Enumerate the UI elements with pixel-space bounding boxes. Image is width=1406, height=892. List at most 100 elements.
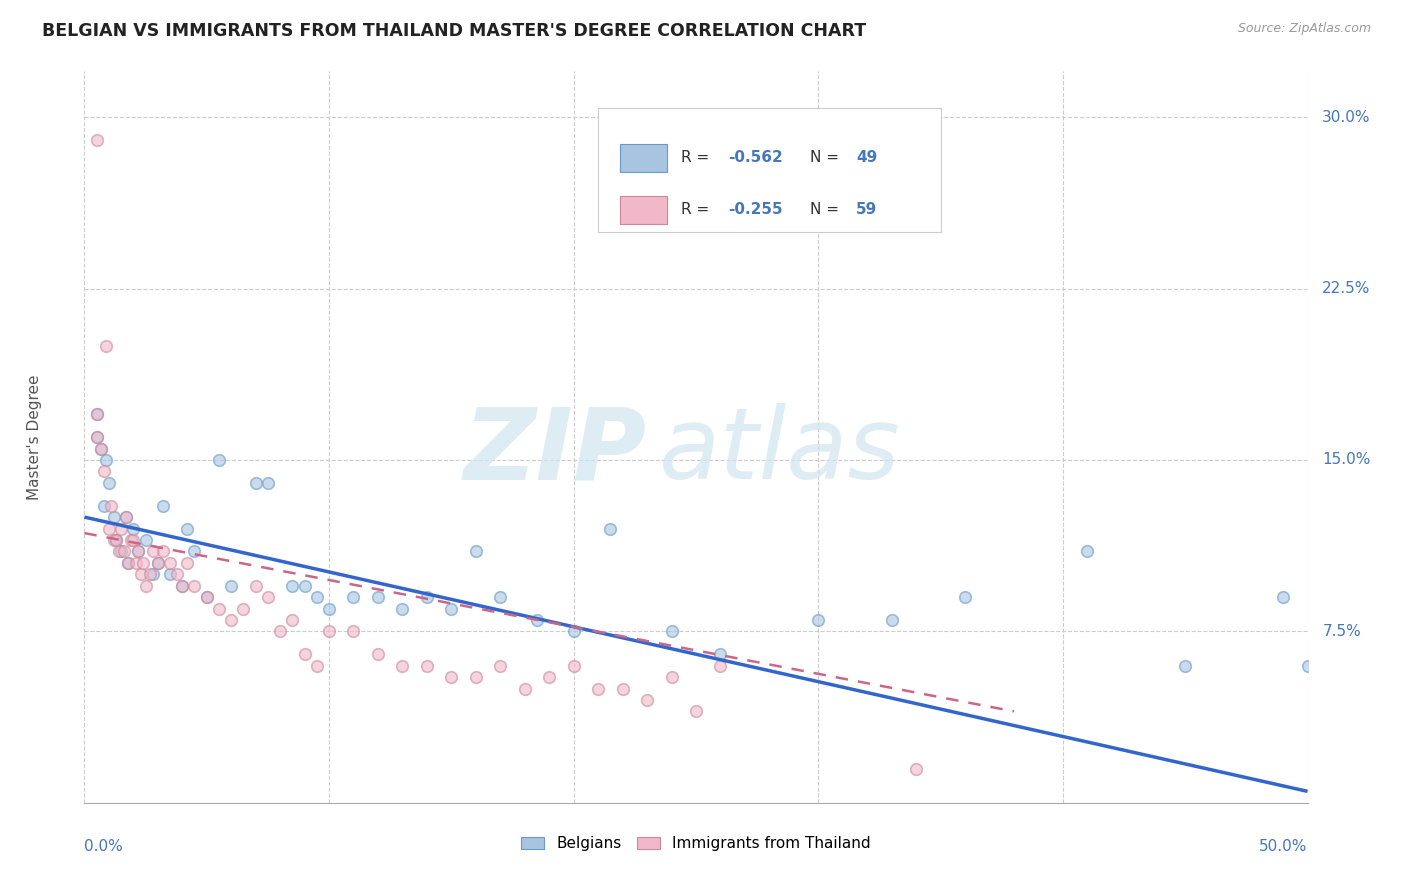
Point — [129, 567, 152, 582]
Point — [135, 533, 157, 547]
Point — [391, 658, 413, 673]
Point — [294, 579, 316, 593]
Point — [93, 464, 115, 478]
Point — [195, 590, 218, 604]
Point — [127, 544, 149, 558]
Point — [1174, 658, 1197, 673]
Point — [599, 521, 621, 535]
Point — [105, 533, 128, 547]
Point — [1076, 544, 1098, 558]
Point — [562, 658, 585, 673]
Point — [905, 762, 928, 776]
Point — [152, 544, 174, 558]
Point — [1296, 658, 1319, 673]
Point — [661, 670, 683, 684]
Point — [195, 590, 218, 604]
Point — [96, 338, 118, 352]
Point — [305, 590, 328, 604]
Point — [96, 453, 118, 467]
Point — [122, 521, 145, 535]
Point — [245, 475, 267, 490]
Point — [86, 430, 108, 444]
Point — [115, 510, 138, 524]
Text: atlas: atlas — [659, 403, 901, 500]
Point — [807, 613, 830, 627]
Point — [122, 533, 145, 547]
Text: 30.0%: 30.0% — [1322, 110, 1371, 125]
Text: Source: ZipAtlas.com: Source: ZipAtlas.com — [1237, 22, 1371, 36]
Point — [135, 579, 157, 593]
Point — [318, 601, 340, 615]
Point — [90, 442, 112, 456]
Point — [416, 590, 439, 604]
Point — [139, 567, 162, 582]
Text: -0.562: -0.562 — [728, 150, 783, 165]
Point — [117, 556, 139, 570]
Point — [538, 670, 561, 684]
Point — [146, 556, 169, 570]
Text: 22.5%: 22.5% — [1322, 281, 1371, 296]
Point — [219, 579, 242, 593]
Point — [112, 544, 135, 558]
Point — [440, 601, 463, 615]
Point — [97, 521, 120, 535]
Point — [464, 670, 486, 684]
Point — [142, 567, 165, 582]
Point — [367, 647, 389, 661]
Point — [612, 681, 634, 696]
Point — [305, 658, 328, 673]
Text: 59: 59 — [856, 202, 877, 218]
Text: Master's Degree: Master's Degree — [27, 375, 42, 500]
Point — [709, 658, 731, 673]
Point — [152, 499, 174, 513]
Point — [120, 533, 142, 547]
Point — [172, 579, 194, 593]
Point — [232, 601, 254, 615]
Point — [586, 681, 609, 696]
Point — [132, 556, 155, 570]
Point — [318, 624, 340, 639]
Point — [245, 579, 267, 593]
Point — [269, 624, 291, 639]
Legend: Belgians, Immigrants from Thailand: Belgians, Immigrants from Thailand — [515, 830, 877, 857]
Text: R =: R = — [682, 150, 714, 165]
Point — [166, 567, 188, 582]
Point — [257, 475, 280, 490]
Point — [125, 556, 148, 570]
Point — [176, 556, 198, 570]
Point — [86, 133, 108, 147]
Point — [281, 613, 304, 627]
Text: 15.0%: 15.0% — [1322, 452, 1371, 467]
Point — [880, 613, 903, 627]
Point — [489, 658, 512, 673]
Point — [86, 407, 108, 421]
Point — [526, 613, 548, 627]
Point — [489, 590, 512, 604]
Point — [90, 442, 112, 456]
Point — [107, 544, 129, 558]
Point — [685, 705, 707, 719]
Text: R =: R = — [682, 202, 714, 218]
Text: 0.0%: 0.0% — [84, 839, 124, 855]
Text: BELGIAN VS IMMIGRANTS FROM THAILAND MASTER'S DEGREE CORRELATION CHART: BELGIAN VS IMMIGRANTS FROM THAILAND MAST… — [42, 22, 866, 40]
Point — [513, 681, 536, 696]
Point — [562, 624, 585, 639]
Point — [464, 544, 486, 558]
Point — [208, 453, 231, 467]
Point — [709, 647, 731, 661]
Point — [440, 670, 463, 684]
Point — [86, 430, 108, 444]
Point — [103, 533, 125, 547]
Text: 7.5%: 7.5% — [1322, 624, 1361, 639]
Point — [105, 533, 128, 547]
Point — [146, 556, 169, 570]
Point — [86, 407, 108, 421]
Point — [115, 510, 138, 524]
Point — [342, 590, 364, 604]
Text: ZIP: ZIP — [464, 403, 647, 500]
Point — [294, 647, 316, 661]
Point — [103, 510, 125, 524]
Point — [953, 590, 976, 604]
Point — [183, 544, 205, 558]
Point — [159, 567, 181, 582]
